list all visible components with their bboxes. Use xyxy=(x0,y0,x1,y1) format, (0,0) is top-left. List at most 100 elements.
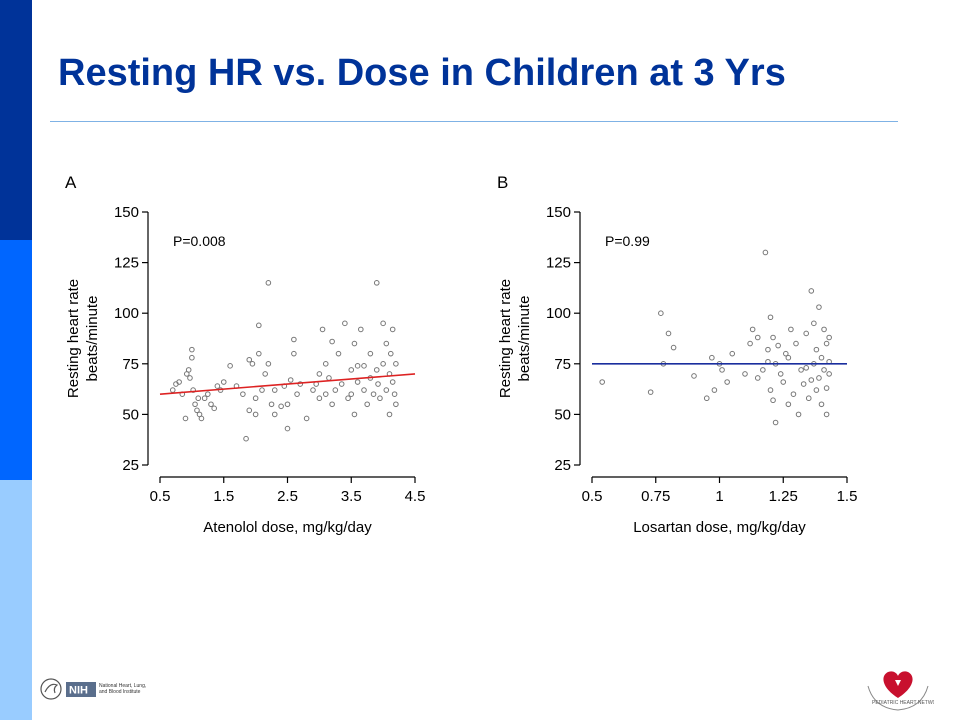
y-tick-label: 75 xyxy=(554,356,571,373)
data-point xyxy=(719,367,725,373)
data-point xyxy=(373,367,380,373)
data-point xyxy=(800,381,807,387)
data-point xyxy=(658,310,664,317)
data-point xyxy=(742,371,748,377)
data-point xyxy=(816,304,822,310)
y-axis-label: Resting heart rate xyxy=(65,279,82,398)
data-point xyxy=(201,395,208,402)
data-point xyxy=(389,326,396,333)
p-value-annotation: P=0.99 xyxy=(605,233,650,249)
data-point xyxy=(284,401,291,408)
data-point xyxy=(316,371,323,377)
data-point xyxy=(194,407,200,414)
data-point xyxy=(389,379,396,385)
data-point xyxy=(803,365,810,371)
data-point xyxy=(345,395,351,402)
y-tick-label: 50 xyxy=(122,406,139,423)
data-point xyxy=(818,401,825,408)
data-point xyxy=(818,354,825,361)
data-point xyxy=(208,401,214,408)
data-point xyxy=(811,320,817,327)
data-point xyxy=(319,326,326,333)
data-point xyxy=(767,387,774,393)
data-point xyxy=(380,361,386,367)
data-point xyxy=(256,322,262,329)
data-point xyxy=(754,334,761,341)
data-point xyxy=(358,326,364,333)
data-point xyxy=(246,356,253,363)
x-tick-label: 2.5 xyxy=(277,488,298,505)
data-point xyxy=(391,391,398,397)
side-band-mid xyxy=(0,240,32,480)
chart-panel-atenolol: A 25 50 75 100 125 150 0.5 1.5 2.5 3.5 4.5 Atenolol … xyxy=(65,173,425,536)
data-point xyxy=(380,320,386,327)
data-point xyxy=(823,385,830,391)
data-point xyxy=(691,373,697,379)
data-point xyxy=(329,338,335,345)
data-point xyxy=(803,330,810,337)
data-point xyxy=(393,361,399,367)
data-point xyxy=(348,367,355,373)
data-point xyxy=(770,334,776,341)
data-point xyxy=(387,350,394,357)
data-point xyxy=(724,379,730,385)
x-tick-label: 1 xyxy=(715,488,723,505)
data-point xyxy=(808,377,815,383)
data-point xyxy=(189,354,195,361)
data-point xyxy=(770,397,776,404)
data-point xyxy=(303,415,310,422)
svg-text:PEDIATRIC HEART NETWORK: PEDIATRIC HEART NETWORK xyxy=(872,700,934,706)
data-point xyxy=(291,350,297,357)
y-axis-label: Resting heart rate xyxy=(497,279,514,398)
data-point xyxy=(361,363,367,369)
data-point xyxy=(316,395,323,402)
data-point xyxy=(182,415,189,422)
data-point xyxy=(294,391,300,397)
data-point xyxy=(821,367,827,373)
data-point xyxy=(243,435,249,442)
data-point xyxy=(354,379,361,385)
data-point xyxy=(310,387,316,393)
data-point xyxy=(777,371,784,377)
x-tick-label: 0.5 xyxy=(150,488,171,505)
data-point xyxy=(252,411,259,418)
data-point xyxy=(246,407,253,414)
data-point xyxy=(393,401,399,408)
data-point xyxy=(287,377,294,383)
p-value-annotation: P=0.008 xyxy=(173,233,226,249)
data-point xyxy=(227,363,233,369)
x-tick-label: 4.5 xyxy=(405,488,426,505)
data-point xyxy=(670,344,677,351)
data-point xyxy=(805,395,812,402)
data-point xyxy=(291,336,297,343)
y-tick-label: 50 xyxy=(554,406,571,423)
data-point xyxy=(762,249,769,256)
data-point xyxy=(798,367,804,373)
data-point xyxy=(205,391,211,397)
x-tick-label: 0.75 xyxy=(641,488,670,505)
data-point xyxy=(211,405,217,412)
data-point xyxy=(785,354,792,361)
data-point xyxy=(342,320,348,327)
data-point xyxy=(195,395,202,402)
data-point xyxy=(808,288,815,294)
data-point xyxy=(252,395,259,402)
data-point xyxy=(729,350,736,357)
data-point xyxy=(709,354,715,361)
data-point xyxy=(370,391,377,397)
data-point xyxy=(703,395,710,402)
data-point xyxy=(176,379,182,385)
data-point xyxy=(826,371,832,377)
data-point xyxy=(259,387,265,393)
data-point xyxy=(198,415,205,422)
x-tick-label: 1.5 xyxy=(213,488,234,505)
y-axis-label: beats/minute xyxy=(516,296,533,382)
data-point xyxy=(754,375,761,381)
x-tick-label: 3.5 xyxy=(341,488,362,505)
hhs-eagle-icon xyxy=(40,678,62,700)
data-point xyxy=(185,367,192,373)
pediatric-heart-network-logo: PEDIATRIC HEART NETWORK xyxy=(867,671,934,711)
data-point xyxy=(322,361,329,367)
data-point xyxy=(326,375,332,381)
